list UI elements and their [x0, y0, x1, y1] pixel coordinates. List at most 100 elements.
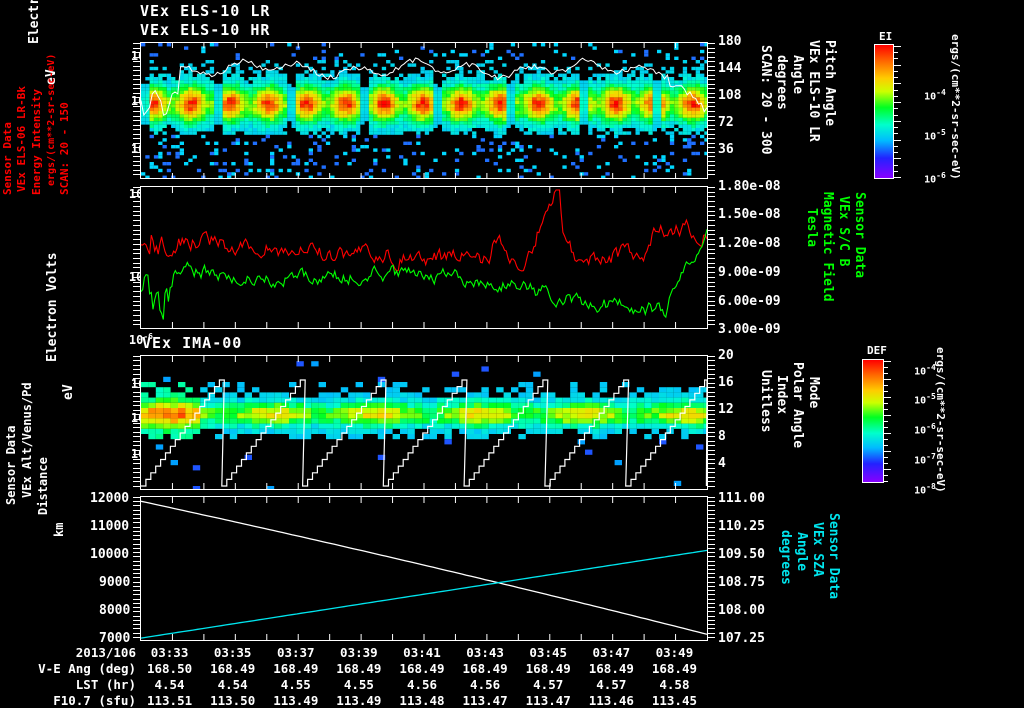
colorbar-tick: [884, 397, 891, 398]
axis-minor-tick: [133, 205, 140, 207]
axis-minor-tick: [133, 573, 140, 575]
axis-minor-tick: [708, 427, 715, 429]
colorbar-tick: [884, 439, 888, 440]
axis-minor-tick: [708, 624, 715, 626]
panel2-ylabel-left-1: Sensor Data: [1, 122, 14, 195]
panel2-ytick-left-2: 10-6: [128, 332, 153, 347]
axis-minor-tick: [708, 418, 715, 420]
axis-minor-tick: [708, 111, 715, 112]
panel1-ytick-right-1: 144: [718, 61, 742, 76]
axis-minor-tick: [133, 79, 140, 81]
axis-minor-tick: [708, 522, 715, 524]
colorbar-tick: [884, 469, 891, 470]
colorbar1: [874, 44, 894, 179]
axis-minor-tick: [133, 115, 140, 117]
axis-minor-tick: [133, 56, 140, 58]
axis-minor-tick: [708, 530, 715, 532]
panel2-ytick-right-4: 6.00e-09: [718, 294, 781, 309]
colorbar-tick: [894, 108, 898, 110]
axis-minor-tick: [133, 291, 140, 293]
colorbar-tick: [894, 89, 898, 91]
axis-minor-tick: [133, 505, 140, 507]
panel2-ylabel-left-2: VEx ELS-06 LR-Bk: [15, 86, 28, 192]
axis-minor-tick: [133, 518, 140, 520]
row-time-cell: 03:37: [276, 645, 315, 660]
row-time-cell: 03:39: [340, 645, 378, 660]
axis-minor-tick: [133, 120, 140, 122]
panel4-ylabel-left-3: Distance: [36, 457, 50, 515]
panel4-ytick-left-5: 7000: [99, 631, 131, 646]
axis-minor-tick: [133, 305, 140, 307]
axis-minor-tick: [708, 88, 715, 90]
panel2-ytick-right-5: 3.00e-09: [718, 322, 781, 337]
colorbar1-units: ergs/(cm**2-sr-sec-eV): [949, 34, 962, 180]
axis-minor-tick: [133, 391, 140, 393]
panel4-ylabel-left-1: Sensor Data: [4, 425, 18, 505]
axis-minor-tick: [708, 501, 715, 503]
axis-minor-tick: [133, 92, 140, 94]
panel4-ytick-left-0: 12000: [90, 491, 130, 506]
axis-minor-tick: [708, 378, 715, 380]
colorbar-tick: [894, 83, 901, 85]
axis-minor-tick: [133, 286, 140, 288]
axis-minor-tick: [708, 160, 715, 162]
panel3-ytick-right-0: 20: [718, 348, 734, 363]
panel4-ytick-right-3: 108.75: [718, 575, 765, 590]
panel4-ytick-right-4: 108.00: [718, 603, 765, 618]
panel1-plot: [140, 42, 708, 179]
axis-minor-tick: [708, 79, 715, 81]
axis-minor-tick: [133, 151, 140, 153]
panel4-ytick-left-3: 9000: [99, 575, 131, 590]
axis-minor-tick: [708, 70, 715, 72]
colorbar2-tick-0: 10-4: [914, 363, 936, 378]
axis-minor-tick: [708, 400, 715, 402]
axis-minor-tick: [708, 196, 715, 198]
panel3-ylabel-right-1: Mode: [806, 377, 821, 409]
axis-minor-tick: [708, 97, 715, 99]
axis-minor-tick: [133, 530, 140, 532]
colorbar1-tick-1: 10-5: [924, 128, 946, 143]
colorbar2-tick-3: 10-7: [914, 452, 936, 467]
panel4-plot: [140, 496, 708, 641]
axis-minor-tick: [708, 210, 715, 212]
colorbar-tick: [884, 385, 888, 386]
panel3-ylabel-right-2: Polar Angle: [790, 362, 805, 449]
colorbar-tick: [884, 463, 888, 464]
row-ve-ang-cell: 168.50: [146, 661, 193, 676]
row-lst-cell: 4.57: [533, 677, 564, 692]
panel4-ytick-right-2: 109.50: [718, 547, 765, 562]
axis-minor-tick: [708, 396, 715, 398]
axis-minor-tick: [133, 142, 140, 144]
axis-minor-tick: [133, 106, 140, 108]
panel2-ylabel-right-3: Magnetic Field: [820, 192, 835, 302]
colorbar-tick: [894, 164, 898, 166]
axis-minor-tick: [133, 165, 140, 167]
axis-minor-tick: [708, 156, 715, 158]
axis-minor-tick: [708, 560, 715, 562]
axis-minor-tick: [133, 624, 140, 626]
axis-minor-tick: [708, 324, 715, 326]
colorbar-tick: [894, 177, 901, 178]
panel2-ytick-right-3: 9.00e-09: [718, 265, 781, 280]
axis-minor-tick: [133, 215, 140, 217]
row-time-cell: 03:45: [529, 645, 568, 660]
colorbar2-units: ergs/(cm**2-sr-sec-eV): [934, 347, 947, 493]
axis-minor-tick: [133, 632, 140, 634]
axis-minor-tick: [708, 577, 715, 579]
panel2-ylabel-left-4: ergs/(cm**2-sr-sec-eV): [46, 53, 57, 186]
axis-minor-tick: [133, 585, 140, 587]
axis-minor-tick: [708, 454, 715, 456]
axis-minor-tick: [708, 518, 715, 520]
axis-minor-tick: [133, 61, 140, 63]
axis-minor-tick: [708, 61, 715, 63]
axis-minor-tick: [133, 409, 140, 411]
axis-minor-tick: [708, 106, 715, 108]
axis-minor-tick: [708, 369, 715, 371]
panel1-ylabel-right-4: degrees: [774, 55, 789, 110]
axis-minor-tick: [708, 539, 715, 541]
axis-minor-tick: [708, 138, 715, 140]
row-f107-cell: 113.47: [525, 693, 571, 708]
colorbar-tick: [884, 391, 888, 392]
axis-minor-tick: [708, 611, 715, 613]
axis-minor-tick: [708, 535, 715, 537]
